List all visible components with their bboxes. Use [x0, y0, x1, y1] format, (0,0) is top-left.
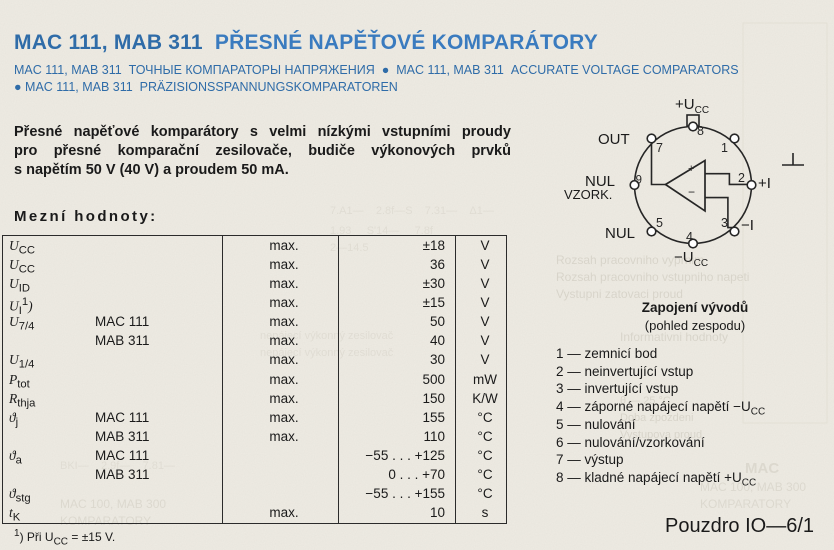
- svg-text:4: 4: [686, 230, 693, 244]
- svg-text:7: 7: [656, 141, 663, 155]
- svg-text:3: 3: [721, 216, 728, 230]
- svg-text:−: −: [688, 185, 695, 199]
- svg-text:5: 5: [656, 216, 663, 230]
- svg-text:1: 1: [721, 141, 728, 155]
- svg-text:2: 2: [738, 171, 745, 185]
- svg-text:+: +: [688, 163, 694, 175]
- svg-text:8: 8: [697, 124, 704, 138]
- svg-text:6: 6: [636, 172, 642, 184]
